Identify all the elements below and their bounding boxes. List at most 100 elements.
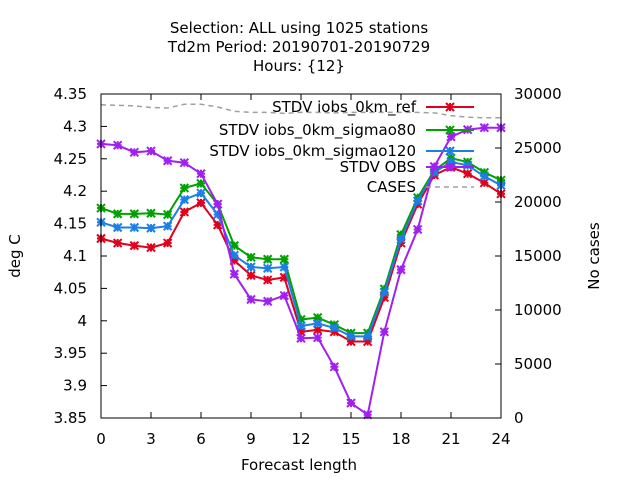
data-point: [112, 140, 123, 150]
y-tick-label: 4.1: [63, 247, 87, 265]
data-point: [129, 147, 140, 158]
data-point: [246, 252, 256, 263]
data-point: [462, 168, 473, 179]
x-tick-label: 12: [291, 430, 310, 448]
data-point: [279, 290, 290, 301]
chart-title: Selection: ALL using 1025 stations Td2m …: [167, 19, 430, 75]
data-point: [262, 275, 273, 285]
data-point: [196, 178, 206, 189]
x-tick-label: 6: [196, 430, 206, 448]
data-point: [379, 287, 390, 297]
data-point: [379, 327, 390, 337]
legend-item: STDV OBS: [340, 158, 474, 176]
legend-marker: [445, 146, 455, 156]
y-tick-label: 4: [77, 312, 87, 330]
data-point: [362, 410, 373, 420]
y-tick-label: 4.2: [63, 182, 87, 200]
data-point: [129, 209, 140, 219]
series-line-cases: [100, 103, 501, 119]
data-point: [146, 146, 156, 156]
data-point: [162, 156, 173, 166]
x-tick-label: 18: [391, 430, 410, 448]
y-tick-label: 4.15: [54, 215, 87, 233]
plot-frame: [100, 93, 502, 419]
legend-label: CASES: [367, 178, 416, 196]
legend-marker: [445, 125, 455, 135]
x-axis-ticks: 0 3 6 9 12 15 18 21 24: [96, 94, 511, 448]
legend-label: STDV iobs_0km_ref: [272, 98, 417, 117]
x-axis-label: Forecast length: [241, 456, 357, 474]
data-point: [196, 188, 206, 198]
data-point: [112, 238, 123, 248]
data-point: [246, 294, 256, 305]
y2-tick-label: 30000: [514, 85, 562, 103]
data-point: [262, 296, 273, 307]
legend-label: STDV OBS: [340, 158, 416, 176]
y-axis-label: deg C: [6, 234, 24, 278]
data-point: [196, 198, 206, 208]
data-point: [479, 171, 490, 182]
x-tick-label: 24: [491, 430, 510, 448]
data-point: [229, 250, 240, 261]
y-tick-label: 3.95: [54, 344, 87, 362]
data-point: [179, 157, 190, 168]
series-line-stdv-iobs-0km-sigmao120: [100, 160, 502, 338]
data-point: [279, 262, 290, 272]
y2-tick-label: 10000: [514, 301, 562, 319]
data-point: [246, 270, 256, 281]
data-point: [329, 362, 340, 372]
legend-item: STDV iobs_0km_sigmao120: [209, 142, 474, 161]
y-tick-label: 3.85: [54, 409, 87, 427]
series-stdv-iobs-0km-sigmao120: [96, 157, 506, 342]
legend-item: STDV iobs_0km_sigmao80: [219, 121, 474, 140]
series-line-stdv-iobs-0km-ref: [100, 166, 502, 343]
data-point: [112, 222, 123, 233]
x-tick-label: 15: [341, 430, 360, 448]
data-point: [296, 333, 306, 344]
legend-label: STDV iobs_0km_sigmao80: [219, 121, 416, 140]
data-point: [179, 183, 190, 193]
series-layer: [96, 103, 506, 420]
data-point: [162, 238, 173, 248]
y-axis-ticks: 3.85 3.9 3.95 4 4.05 4.1 4.15 4.2 4.25 4.3 4.35: [54, 85, 107, 427]
data-point: [346, 398, 356, 408]
x-tick-label: 3: [146, 430, 156, 448]
data-point: [112, 209, 123, 219]
data-point: [246, 262, 256, 272]
data-point: [279, 254, 290, 264]
data-point: [146, 208, 156, 218]
y-tick-label: 4.05: [54, 279, 87, 297]
data-point: [162, 221, 173, 231]
title-line-1: Selection: ALL using 1025 stations: [170, 19, 429, 37]
x-tick-label: 21: [441, 430, 460, 448]
legend-marker: [445, 102, 455, 112]
y-tick-label: 4.3: [63, 117, 87, 135]
y2-tick-label: 15000: [514, 247, 562, 265]
y2-tick-label: 25000: [514, 139, 562, 157]
y2-axis-label: No cases: [585, 222, 603, 290]
legend: STDV iobs_0km_ref STDV iobs_0km_sigmao80 S…: [209, 98, 474, 196]
data-point: [412, 196, 423, 206]
x-tick-label: 9: [246, 430, 256, 448]
data-point: [262, 254, 273, 264]
legend-marker: [445, 162, 455, 172]
data-point: [312, 332, 323, 343]
series-line-stdv-obs: [100, 126, 501, 417]
legend-item: STDV iobs_0km_ref: [272, 98, 474, 117]
data-point: [412, 224, 423, 235]
data-point: [262, 263, 273, 274]
y2-tick-label: 0: [514, 409, 524, 427]
data-point: [129, 222, 140, 233]
legend-label: STDV iobs_0km_sigmao120: [209, 142, 416, 161]
y-tick-label: 3.9: [63, 377, 87, 395]
data-point: [146, 223, 156, 233]
data-point: [346, 331, 356, 342]
data-point: [129, 240, 140, 251]
y-tick-label: 4.25: [54, 150, 87, 168]
data-point: [479, 122, 490, 133]
y2-axis-ticks: 0 5000 10000 15000 20000 25000 30000: [495, 85, 562, 427]
data-point: [196, 168, 206, 179]
legend-item: CASES: [367, 178, 474, 196]
y2-tick-label: 5000: [514, 355, 552, 373]
